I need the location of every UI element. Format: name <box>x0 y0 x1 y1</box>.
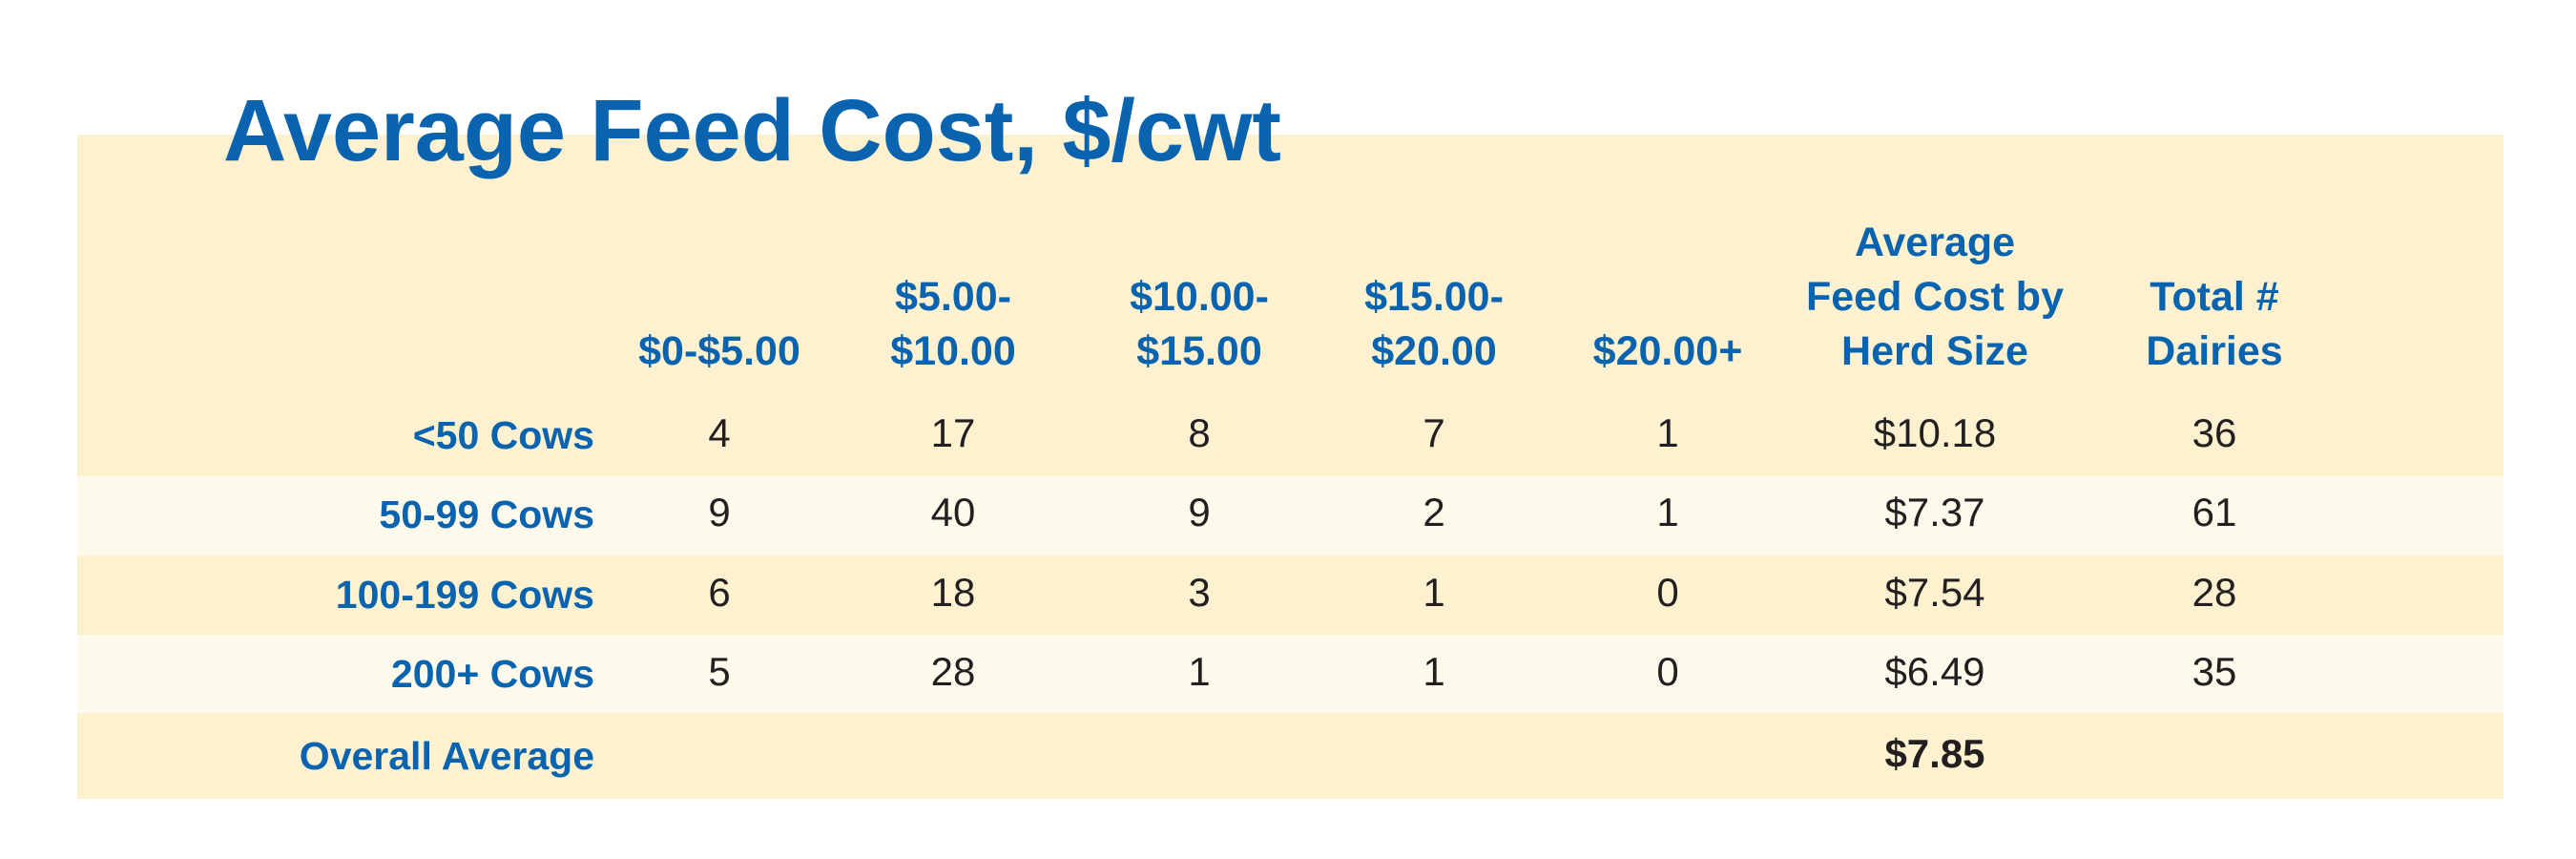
row-label: 100-199 Cows <box>336 573 594 617</box>
row-label: <50 Cows <box>413 413 594 457</box>
column-header: $5.00- <box>895 274 1011 320</box>
column-header: Average <box>1855 220 2015 265</box>
cell: $7.54 <box>1884 570 1984 615</box>
cell: 1 <box>1188 649 1210 694</box>
cell: $6.49 <box>1884 649 1984 694</box>
cell: 6 <box>708 570 730 615</box>
cell: 35 <box>2192 649 2237 694</box>
column-header: $20.00+ <box>1593 328 1743 374</box>
cell: $7.37 <box>1884 490 1984 534</box>
cell: 7 <box>1423 410 1444 455</box>
overall-value: $7.85 <box>1884 731 1984 776</box>
cell: 1 <box>1423 570 1444 615</box>
title: Average Feed Cost, $/cwt <box>223 82 1281 179</box>
row-stripe <box>77 476 2503 555</box>
cell: 1 <box>1423 649 1444 694</box>
cell: 40 <box>931 490 976 534</box>
cell: 0 <box>1656 570 1678 615</box>
column-header: $15.00 <box>1136 328 1262 374</box>
cell: 1 <box>1656 410 1678 455</box>
cell: 9 <box>708 490 730 534</box>
cell: 5 <box>708 649 730 694</box>
cell: 18 <box>931 570 976 615</box>
cell: 8 <box>1188 410 1210 455</box>
column-header: $0-$5.00 <box>638 328 800 374</box>
cell: 9 <box>1188 490 1210 534</box>
column-header: $10.00 <box>890 328 1016 374</box>
cell: 1 <box>1656 490 1678 534</box>
cell: 0 <box>1656 649 1678 694</box>
cell: $10.18 <box>1874 410 1996 455</box>
cell: 28 <box>931 649 976 694</box>
cell: 2 <box>1423 490 1444 534</box>
cell: 17 <box>931 410 976 455</box>
cell: 61 <box>2192 490 2237 534</box>
row-label: Overall Average <box>300 734 594 778</box>
column-header: $20.00 <box>1371 328 1497 374</box>
cell: 3 <box>1188 570 1210 615</box>
cell: 36 <box>2192 410 2237 455</box>
column-header: Total # <box>2150 274 2278 320</box>
column-header: Feed Cost by <box>1806 274 2064 320</box>
column-header: Dairies <box>2146 328 2282 374</box>
row-label: 50-99 Cows <box>379 492 594 536</box>
row-label: 200+ Cows <box>391 652 594 696</box>
cell: 4 <box>708 410 730 455</box>
column-header: $15.00- <box>1364 274 1504 320</box>
column-header: $10.00- <box>1130 274 1269 320</box>
cell: 28 <box>2192 570 2237 615</box>
column-header: Herd Size <box>1841 328 2028 374</box>
row-stripe <box>77 635 2503 713</box>
